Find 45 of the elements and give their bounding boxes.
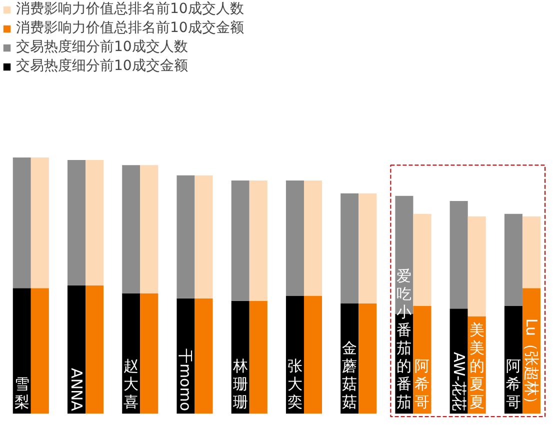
- legend-label: 交易热度细分前10成交人数: [16, 38, 188, 56]
- bar: [140, 165, 158, 294]
- bar: [140, 293, 158, 414]
- x-tick-label: 金蘑菇菇: [342, 339, 358, 412]
- bar: [304, 180, 322, 296]
- bar: [86, 160, 104, 286]
- bar: [30, 157, 49, 288]
- bar: [194, 298, 213, 414]
- x-tick-label: 阿希哥: [506, 357, 521, 412]
- bar: [358, 303, 377, 414]
- bar: [249, 300, 268, 414]
- bar: [304, 296, 322, 414]
- x-tick-label: Lu（张超林）: [522, 318, 540, 412]
- legend-label: 消费影响力价值总排名前10成交人数: [16, 0, 244, 18]
- bar: [231, 180, 250, 301]
- legend-label: 消费影响力价值总排名前10成交金额: [16, 19, 244, 37]
- bar: [12, 288, 31, 414]
- x-tick-label: 张大奕: [287, 357, 302, 412]
- bar: [340, 193, 359, 304]
- x-tick-label: 阿希哥: [414, 357, 430, 412]
- x-tick-label: 雪梨: [14, 375, 30, 412]
- bar: [67, 160, 86, 286]
- bar: [194, 175, 213, 298]
- x-tick-label: ANNA: [68, 368, 86, 412]
- bar: [67, 286, 86, 414]
- bar: [413, 214, 432, 306]
- bar: [176, 175, 195, 298]
- bar: [249, 180, 268, 301]
- bar: [86, 286, 104, 414]
- bar: [468, 216, 486, 316]
- bar: [176, 298, 195, 414]
- bar: [504, 214, 522, 306]
- bar: [358, 193, 377, 304]
- bar: [522, 216, 540, 288]
- x-tick-label: AW-花花: [450, 352, 468, 412]
- bar: [286, 180, 304, 296]
- x-tick-label: 林珊珊: [232, 357, 248, 412]
- bar: [450, 201, 468, 309]
- bar: [12, 157, 31, 288]
- x-tick-label: 干momo: [176, 348, 195, 412]
- bar: [30, 288, 49, 414]
- legend-label: 交易热度细分前10成交金额: [16, 57, 188, 75]
- bar: [122, 165, 140, 294]
- x-tick-label: 赵大喜: [124, 357, 139, 412]
- x-tick-label: 美美的夏夏: [469, 321, 484, 412]
